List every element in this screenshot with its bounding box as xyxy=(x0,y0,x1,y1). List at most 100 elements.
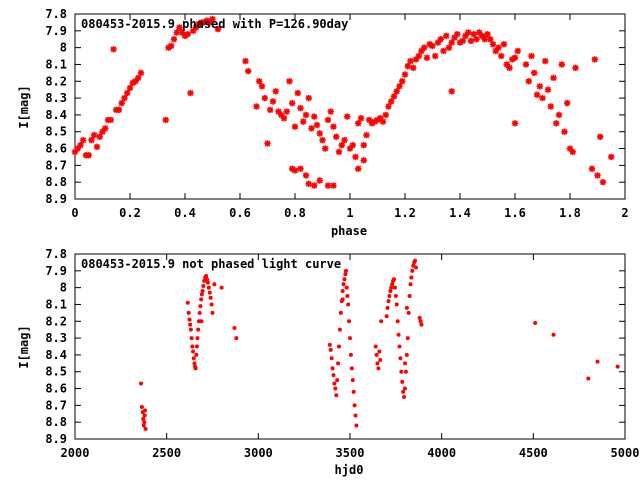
data-point xyxy=(352,153,359,161)
x-tick-label: 1.2 xyxy=(394,206,416,220)
data-point xyxy=(388,289,393,293)
data-point xyxy=(302,172,310,179)
data-point xyxy=(354,423,359,428)
data-point xyxy=(393,294,398,299)
data-point xyxy=(297,104,304,112)
x-tick-label: 1 xyxy=(346,206,353,220)
data-point xyxy=(410,268,415,273)
x-axis-title: hjd0 xyxy=(335,463,364,477)
data-point xyxy=(395,319,400,324)
chart-title: 080453-2015.9 not phased light curve xyxy=(81,257,341,271)
x-axis-title: phase xyxy=(331,224,367,238)
data-point xyxy=(408,282,413,287)
data-point xyxy=(399,369,404,374)
data-points xyxy=(139,258,620,431)
data-point xyxy=(267,106,274,114)
data-point xyxy=(389,285,394,290)
y-tick-label: 8.2 xyxy=(45,314,67,328)
y-tick-label: 8.7 xyxy=(45,158,67,172)
data-point xyxy=(555,111,563,119)
data-point xyxy=(139,405,144,410)
data-point xyxy=(392,285,397,290)
data-point xyxy=(328,347,333,352)
data-point xyxy=(93,143,101,151)
data-point xyxy=(102,125,109,132)
x-tick-label: 0.2 xyxy=(119,206,141,220)
y-tick-label: 8.7 xyxy=(45,398,67,412)
data-point xyxy=(373,344,378,349)
data-point xyxy=(242,57,249,65)
phased-light-curve-panel: 7.87.988.18.28.38.48.58.68.78.88.9 0 0.2 0… xyxy=(17,7,629,238)
data-point xyxy=(594,172,601,179)
data-point xyxy=(283,108,290,115)
data-point xyxy=(289,99,296,107)
data-point xyxy=(210,310,215,315)
data-point xyxy=(199,319,204,324)
data-point xyxy=(209,15,216,23)
data-point xyxy=(188,322,193,327)
data-point xyxy=(80,136,87,144)
data-point xyxy=(335,148,343,156)
data-point xyxy=(547,103,554,110)
y-tick-label: 8.8 xyxy=(45,415,67,429)
data-point xyxy=(595,359,600,364)
data-point xyxy=(597,133,604,140)
data-point xyxy=(385,103,392,110)
data-point xyxy=(191,356,196,361)
data-point xyxy=(329,356,334,361)
data-point xyxy=(335,378,340,383)
data-point xyxy=(392,277,396,282)
data-point xyxy=(407,294,412,299)
data-point xyxy=(115,106,123,114)
data-point xyxy=(467,37,475,45)
data-point xyxy=(551,332,556,337)
data-point xyxy=(332,381,337,386)
data-point xyxy=(204,273,209,278)
data-point xyxy=(525,78,532,85)
data-point xyxy=(198,304,203,309)
data-point xyxy=(437,36,444,43)
x-tick-label: 0.8 xyxy=(284,206,306,220)
data-point xyxy=(440,47,447,55)
data-point xyxy=(316,130,323,137)
x-tick-label: 2000 xyxy=(61,446,90,460)
data-point xyxy=(256,78,263,85)
data-point xyxy=(553,120,560,127)
data-point xyxy=(454,30,461,38)
data-point xyxy=(363,131,370,139)
data-point xyxy=(194,352,199,357)
data-point xyxy=(305,180,312,188)
y-tick-label: 8.3 xyxy=(45,91,67,105)
y-tick-label: 7.8 xyxy=(45,247,67,261)
data-point xyxy=(330,123,337,130)
data-point xyxy=(353,413,358,418)
data-point xyxy=(396,83,403,90)
data-point xyxy=(188,327,193,332)
data-point xyxy=(544,86,552,93)
y-tick-label: 8.6 xyxy=(45,382,67,396)
y-tick-label: 8.9 xyxy=(45,432,67,446)
data-point xyxy=(349,366,354,371)
data-point xyxy=(300,118,307,125)
data-point xyxy=(377,349,382,354)
data-point xyxy=(399,78,406,85)
data-point xyxy=(324,182,332,189)
data-point xyxy=(333,386,338,391)
data-point xyxy=(481,36,488,43)
data-point xyxy=(135,74,142,82)
data-point xyxy=(390,282,395,287)
data-point xyxy=(396,332,401,337)
data-point xyxy=(379,118,387,125)
y-tick-label: 7.9 xyxy=(45,24,67,38)
y-tick-label: 8.9 xyxy=(45,192,67,206)
data-point xyxy=(533,320,538,325)
data-point xyxy=(421,44,428,51)
y-axis-title: I[mag] xyxy=(17,85,31,128)
data-point xyxy=(378,357,383,362)
data-point xyxy=(192,361,197,366)
data-point xyxy=(465,29,472,36)
y-tick-label: 8 xyxy=(60,41,67,55)
data-point xyxy=(331,373,336,378)
data-point xyxy=(443,32,450,40)
x-tick-label: 3000 xyxy=(244,446,273,460)
